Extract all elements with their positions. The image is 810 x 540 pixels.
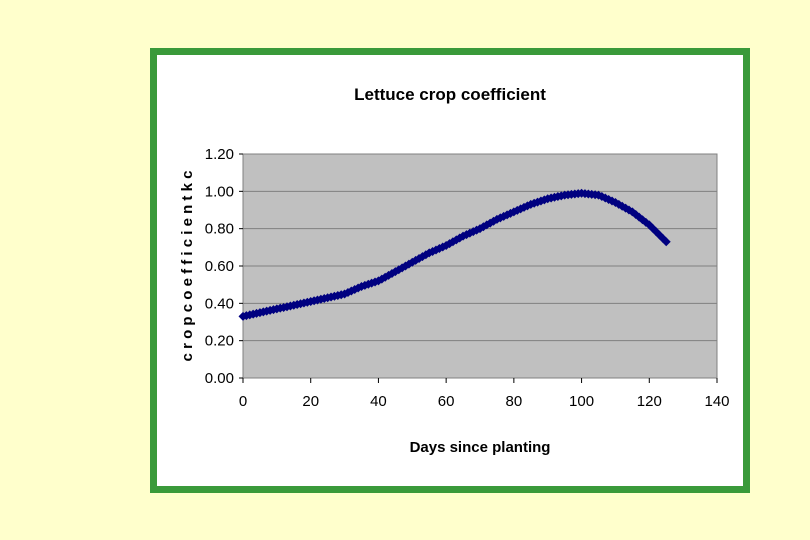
data-point-marker — [539, 195, 549, 205]
x-tick-label: 100 — [569, 393, 594, 410]
data-point-marker — [641, 217, 651, 227]
x-tick-label: 140 — [704, 393, 729, 410]
data-point-marker — [357, 282, 366, 292]
chart-title: Lettuce crop coefficient — [354, 85, 546, 104]
data-point-marker — [627, 207, 637, 217]
data-point-marker — [509, 207, 519, 217]
x-tick-label: 60 — [438, 393, 455, 410]
chart-svg: Lettuce crop coefficient 0.00 0.20 0.40 0.6… — [179, 85, 730, 456]
x-axis-title: Days since planting — [410, 439, 551, 456]
x-tick-label: 80 — [506, 393, 523, 410]
series-group — [238, 188, 671, 321]
data-point-marker — [343, 288, 353, 298]
x-tick-label: 40 — [370, 393, 387, 410]
data-point-marker — [367, 278, 377, 288]
y-axis-ticks: 0.00 0.20 0.40 0.60 0.80 1.00 1.20 — [205, 146, 243, 387]
x-tick-label: 120 — [637, 393, 662, 410]
data-point-marker — [522, 201, 532, 211]
data-point-marker — [661, 237, 671, 247]
x-tick-label: 20 — [302, 393, 319, 410]
y-tick-label: 0.80 — [205, 221, 234, 238]
data-point-marker — [658, 233, 668, 243]
y-tick-label: 0.00 — [205, 370, 234, 387]
x-tick-label: 0 — [239, 393, 247, 410]
y-tick-label: 0.20 — [205, 333, 234, 350]
data-point-marker — [597, 192, 607, 202]
data-point-marker — [610, 198, 620, 208]
y-tick-label: 0.40 — [205, 295, 234, 312]
grid-lines — [243, 190, 717, 342]
y-tick-label: 0.60 — [205, 258, 234, 275]
y-axis-title: c r o p c o e f f i c i e n t k c — [179, 171, 196, 362]
y-tick-label: 1.20 — [205, 146, 234, 163]
chart-frame: Lettuce crop coefficient 0.00 0.20 0.40 0.6… — [150, 48, 750, 493]
x-axis-ticks: 0 20 40 60 80 100 120 140 — [239, 378, 730, 410]
y-tick-label: 1.00 — [205, 183, 234, 200]
data-point-marker — [614, 199, 624, 209]
